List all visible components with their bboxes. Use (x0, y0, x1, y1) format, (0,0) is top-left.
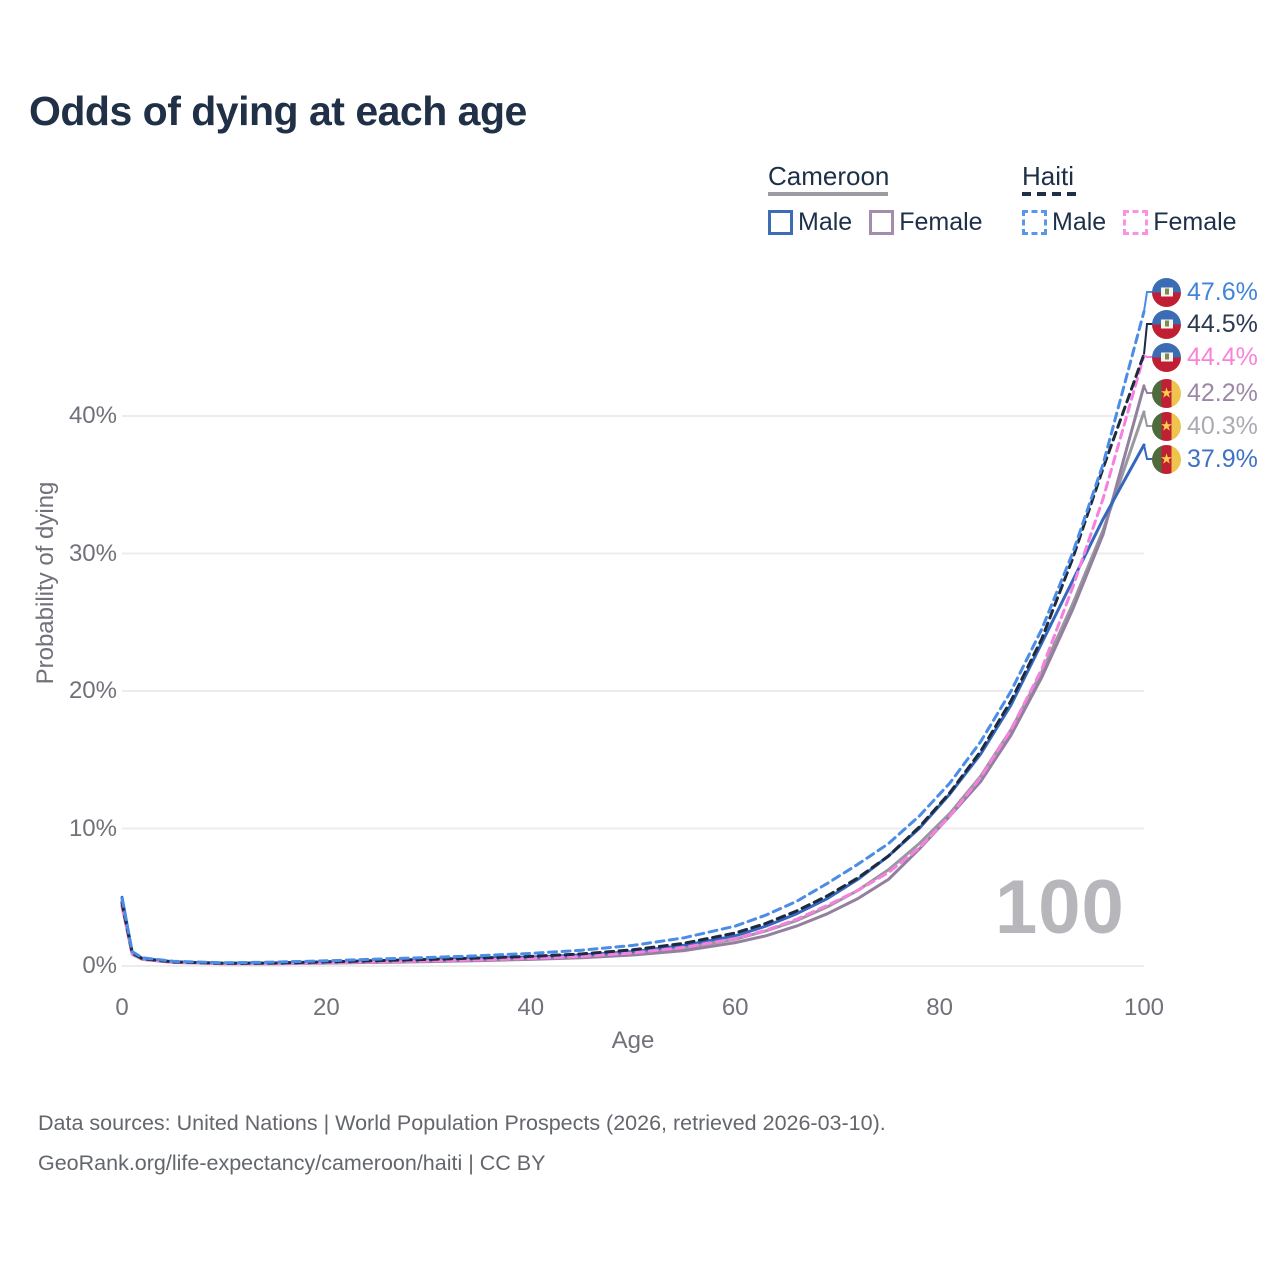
series-line-haiti-female (120, 354, 1146, 966)
haiti-emblem (1160, 319, 1173, 329)
x-tick-100: 100 (1123, 994, 1165, 1021)
cameroon-linestyle-swatch (768, 192, 888, 196)
series-line-cameroon-avg (120, 410, 1146, 965)
y-tick-0: 0% (82, 952, 117, 979)
series-line-haiti-avg (120, 352, 1146, 965)
footer: Data sources: United Nations | World Pop… (38, 1103, 886, 1183)
end-value-haiti-female: 44.4% (1187, 342, 1258, 371)
end-label-haiti-female: 44.4% (1152, 341, 1258, 373)
haiti-emblem (1160, 287, 1173, 297)
footer-link-line: GeoRank.org/life-expectancy/cameroon/hai… (38, 1151, 546, 1175)
series-line-cameroon-female (120, 384, 1146, 966)
x-tick-80: 80 (926, 994, 953, 1021)
cameroon-star-icon: ★ (1160, 450, 1173, 467)
y-tick-30: 30% (68, 539, 117, 567)
end-value-haiti-male: 47.6% (1187, 277, 1258, 306)
x-tick-0: 0 (115, 994, 129, 1021)
footer-source-line: Data sources: United Nations | World Pop… (38, 1111, 886, 1135)
chart-title: Odds of dying at each age (29, 88, 527, 134)
end-value-cameroon-female: 42.2% (1187, 378, 1258, 407)
cameroon-female-swatch (869, 210, 895, 235)
legend-label-haiti-female: Female (1153, 208, 1237, 236)
series-line-cameroon-male (120, 443, 1146, 965)
legend-group-haiti: Haiti Male Female (1022, 162, 1237, 237)
haiti-linestyle-swatch (1022, 192, 1080, 196)
legend-label-haiti-male: Male (1052, 208, 1107, 236)
end-value-cameroon-male: 37.9% (1187, 444, 1258, 473)
series-line-haiti-male (120, 310, 1146, 965)
end-value-haiti-avg: 44.5% (1187, 309, 1258, 338)
end-label-haiti-male: 47.6% (1152, 276, 1258, 308)
end-label-cameroon-female: ★ 42.2% (1152, 377, 1258, 409)
legend-item-haiti-female[interactable]: Female (1123, 208, 1237, 237)
y-tick-40: 40% (68, 402, 117, 429)
legend-label-cameroon-male: Male (798, 208, 853, 236)
legend-group-cameroon: Cameroon Male Female (768, 162, 983, 237)
end-label-cameroon-avg: ★ 40.3% (1152, 410, 1258, 442)
cameroon-flag-icon: ★ (1152, 411, 1181, 441)
haiti-flag-icon (1152, 277, 1181, 307)
legend-country-cameroon[interactable]: Cameroon (768, 161, 890, 191)
legend-country-haiti[interactable]: Haiti (1022, 161, 1075, 191)
haiti-flag-icon (1152, 342, 1181, 372)
x-axis-title: Age (611, 1027, 655, 1054)
cameroon-star-icon: ★ (1160, 384, 1173, 401)
cameroon-flag-icon: ★ (1152, 444, 1181, 474)
haiti-flag-icon (1152, 309, 1181, 339)
x-tick-20: 20 (313, 994, 340, 1021)
x-tick-40: 40 (517, 994, 545, 1021)
y-tick-10: 10% (68, 814, 117, 842)
legend-label-cameroon-female: Female (899, 208, 983, 236)
x-tick-60: 60 (721, 994, 749, 1021)
cameroon-flag-icon: ★ (1152, 378, 1181, 408)
haiti-female-swatch (1123, 210, 1149, 235)
end-value-cameroon-avg: 40.3% (1187, 411, 1258, 440)
legend-item-cameroon-male[interactable]: Male (768, 208, 852, 237)
age-watermark: 100 (995, 865, 1125, 950)
cameroon-star-icon: ★ (1160, 417, 1173, 434)
y-tick-20: 20% (68, 677, 117, 704)
haiti-male-swatch (1022, 210, 1047, 235)
haiti-emblem (1160, 352, 1173, 362)
end-label-haiti-avg: 44.5% (1152, 308, 1258, 340)
cameroon-male-swatch (768, 210, 793, 235)
legend-item-haiti-male[interactable]: Male (1022, 208, 1106, 237)
legend-item-cameroon-female[interactable]: Female (869, 208, 983, 237)
end-label-cameroon-male: ★ 37.9% (1152, 443, 1258, 475)
